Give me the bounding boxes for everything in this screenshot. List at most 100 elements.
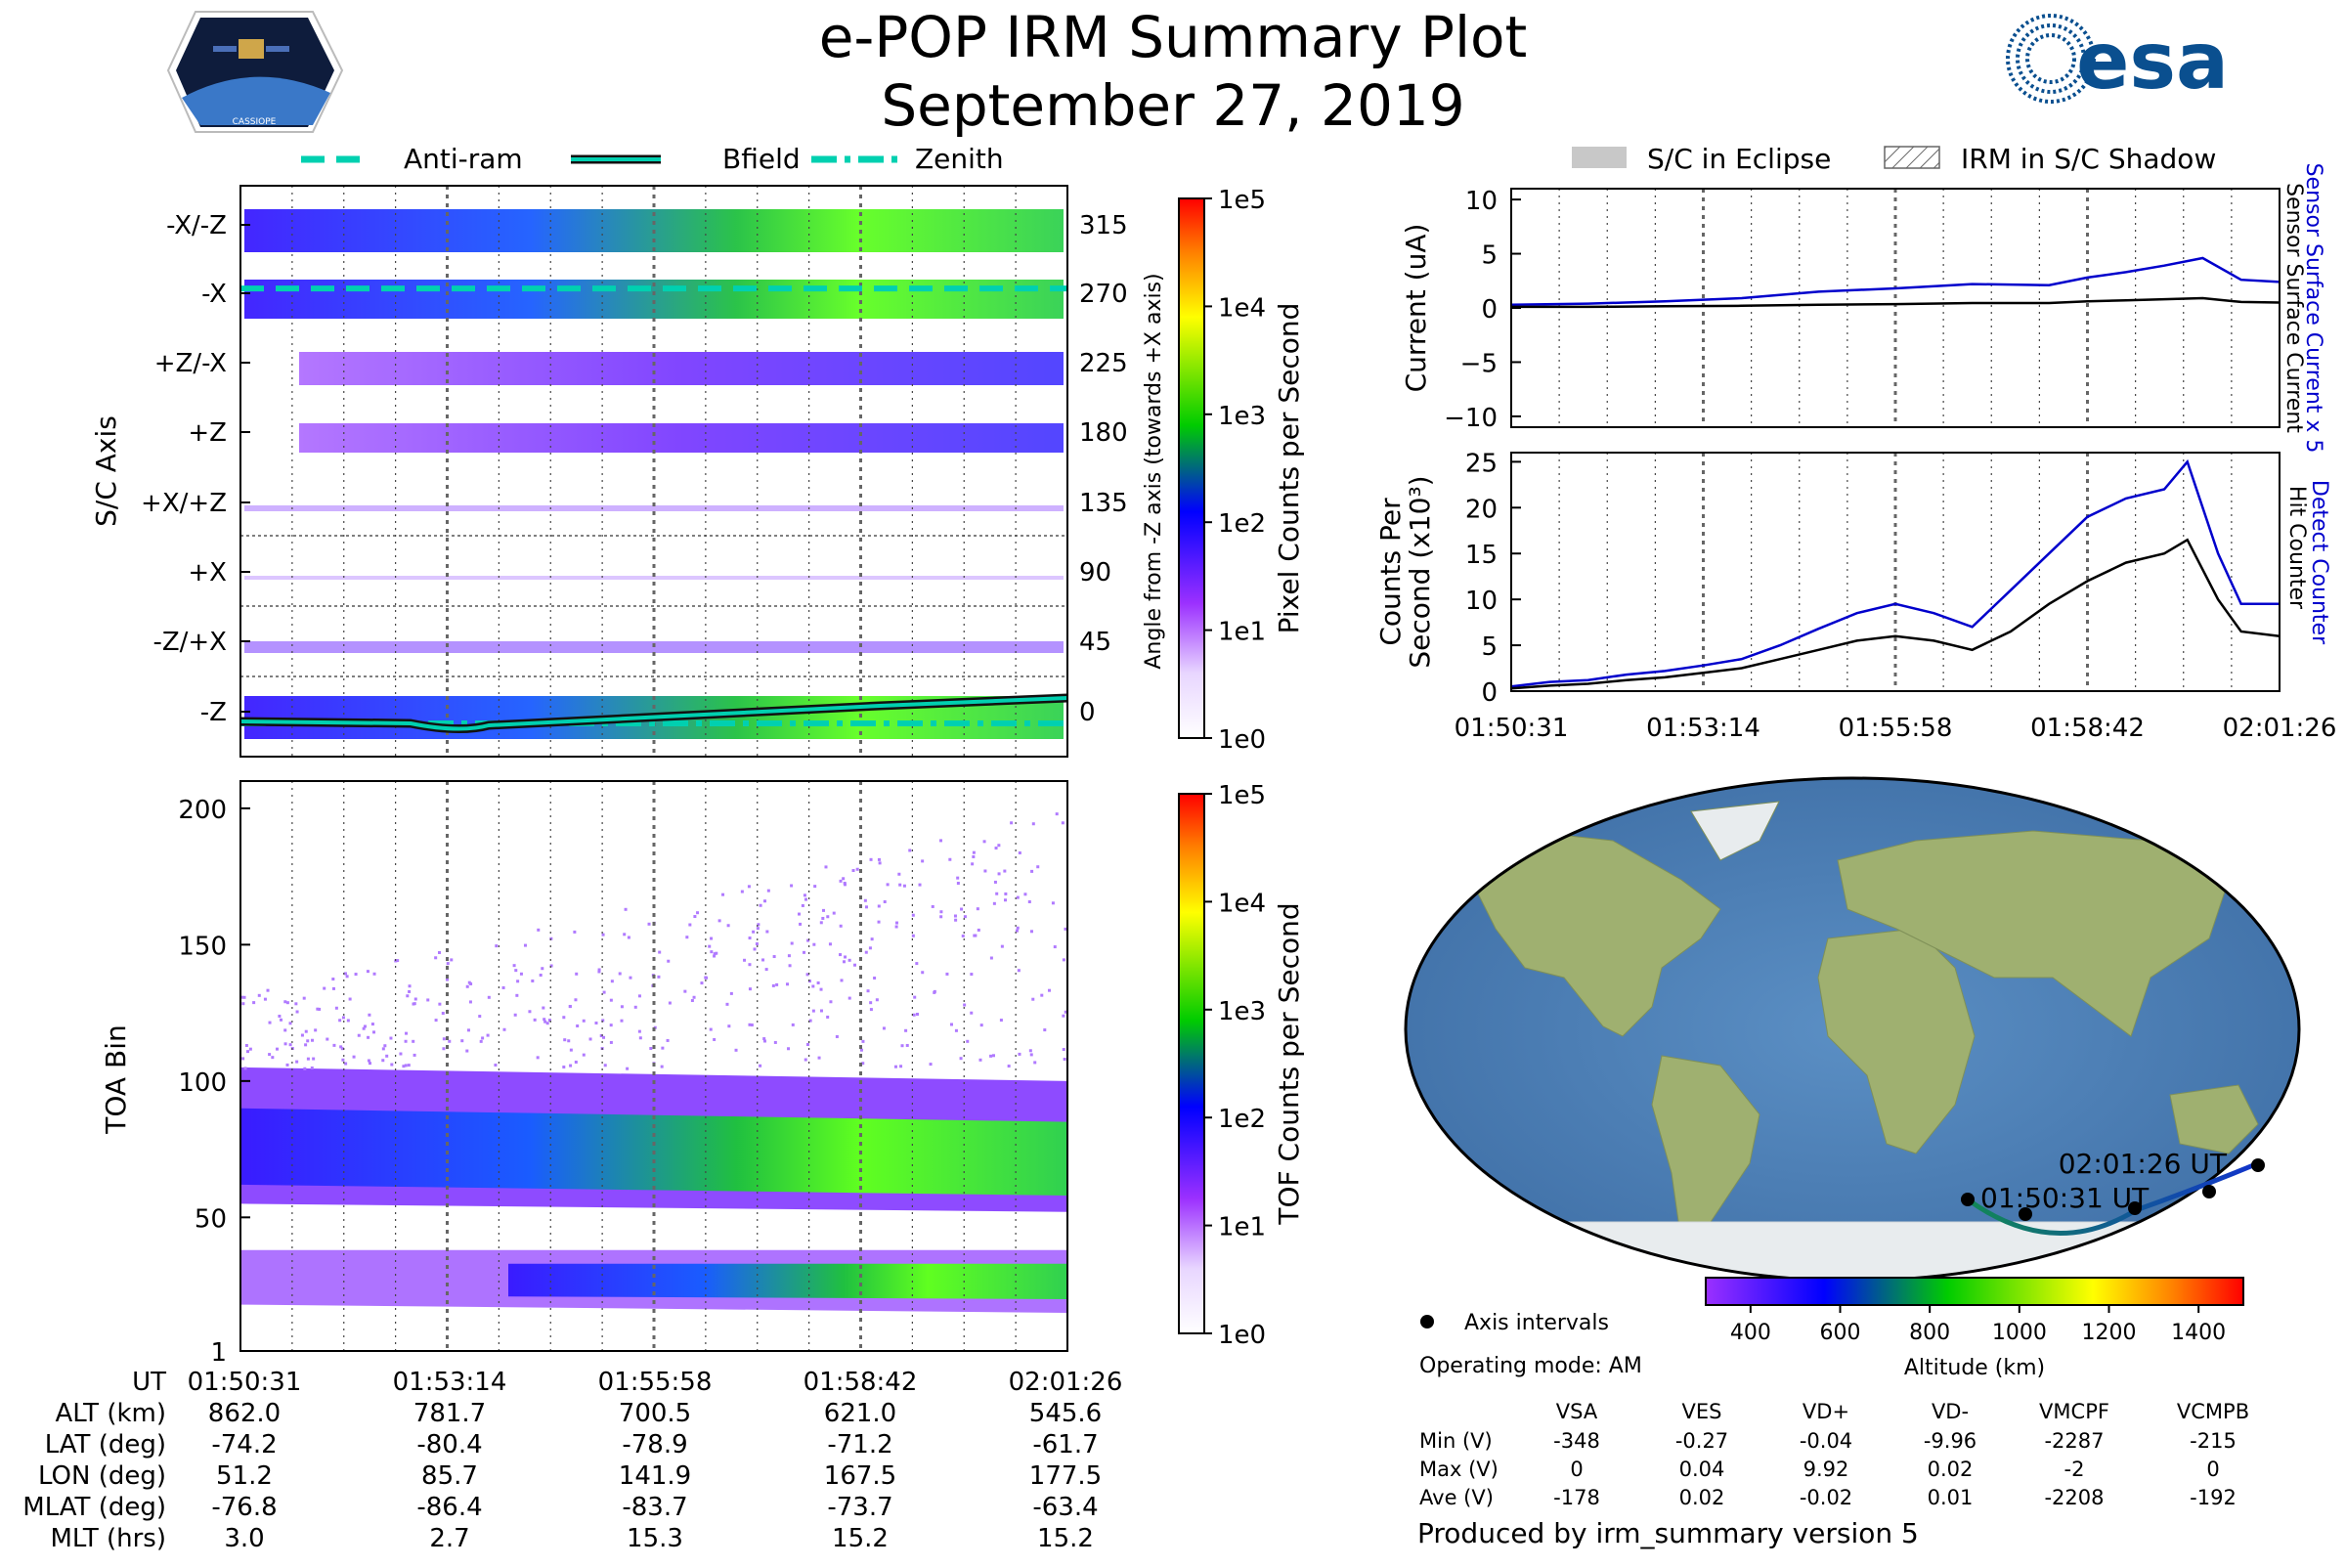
counts-ytick-4: 5 — [1481, 632, 1498, 662]
current-series-0 — [1510, 256, 2281, 306]
toa-speckle — [626, 1067, 630, 1070]
ephemeris-cell: -78.9 — [622, 1430, 687, 1459]
ephemeris-cell: 700.5 — [619, 1399, 691, 1428]
toa-speckle — [915, 1012, 919, 1016]
toa-speckle — [806, 938, 810, 942]
toa-speckle — [1036, 865, 1040, 869]
toa-speckle — [588, 1037, 592, 1041]
toa-speckle — [759, 903, 762, 907]
toa-speckle — [989, 1054, 993, 1058]
legend-label-shadow: IRM in S/C Shadow — [1961, 143, 2216, 175]
legend-swatch-eclipse — [1572, 147, 1627, 168]
track-interval-point-3 — [2202, 1185, 2216, 1198]
toa-speckle — [875, 998, 879, 1002]
ephemeris-cell: 141.9 — [619, 1461, 691, 1491]
toa-speckle — [877, 920, 881, 924]
toa-speckle — [787, 1047, 791, 1051]
toa-speckle — [804, 1058, 807, 1062]
pixel-ytick-right-7: 0 — [1079, 698, 1096, 727]
toa-speckle — [945, 972, 949, 976]
toa-ytick-3: 50 — [195, 1204, 227, 1234]
toa-speckle — [344, 1062, 348, 1066]
toa-speckle — [828, 942, 832, 946]
toa-speckle — [748, 936, 752, 940]
axis-interval-marker-icon — [1420, 1315, 1434, 1328]
ephemeris-row-label-4: MLAT (deg) — [22, 1493, 166, 1522]
toa-speckle — [362, 1026, 366, 1030]
voltage-col-header-2: VD+ — [1803, 1400, 1849, 1423]
toa-speckle — [609, 1024, 613, 1027]
toa-speckle — [658, 950, 662, 954]
toa-speckle — [878, 861, 882, 865]
toa-speckle — [897, 872, 901, 876]
pixel-ytick-left-6: -Z/+X — [152, 628, 227, 657]
operating-mode: Operating mode: AM — [1419, 1354, 1642, 1378]
toa-speckle — [257, 993, 261, 997]
toa-speckle — [961, 934, 965, 937]
toa-speckle — [963, 915, 967, 919]
toa-speckle — [515, 993, 519, 997]
toa-speckle — [512, 964, 516, 968]
toa-speckle — [997, 872, 1001, 876]
toa-speckle — [283, 1028, 287, 1032]
toa-speckle — [306, 1057, 310, 1061]
pixel-cbar-tick-0: 1e5 — [1218, 186, 1266, 215]
toa-speckle — [788, 964, 792, 968]
toa-speckle — [692, 995, 696, 999]
pixel-ylabel-right: Angle from -Z axis (towards +X axis) — [1142, 273, 1166, 669]
ephemeris-cell: 15.2 — [832, 1524, 889, 1553]
toa-ytick-1: 150 — [178, 932, 227, 961]
toa-speckle — [478, 1015, 482, 1019]
toa-speckle — [933, 989, 936, 993]
voltage-cell: 9.92 — [1803, 1458, 1849, 1481]
toa-ytick-0: 200 — [178, 796, 227, 825]
toa-speckle — [383, 1044, 387, 1048]
toa-speckle — [1061, 821, 1064, 825]
toa-speckle — [709, 1027, 713, 1031]
toa-speckle — [861, 1062, 865, 1066]
toa-speckle — [408, 989, 412, 993]
toa-speckle — [883, 899, 887, 903]
toa-speckle — [513, 1013, 517, 1017]
toa-speckle — [977, 928, 980, 932]
toa-speckle — [1047, 988, 1051, 992]
track-label-end: 02:01:26 UT — [2059, 1148, 2228, 1180]
toa-speckle — [279, 1018, 282, 1022]
toa-speckle — [921, 971, 925, 975]
voltage-col-header-3: VD- — [1932, 1400, 1969, 1423]
toa-speckle — [1016, 895, 1020, 899]
toa-speckle — [283, 1000, 287, 1004]
toa-speckle — [755, 942, 759, 946]
toa-speckle — [314, 1028, 318, 1032]
toa-speckle — [900, 1044, 904, 1048]
toa-speckle — [918, 883, 922, 887]
voltage-cell: -192 — [2190, 1486, 2237, 1509]
counts-xtick-0: 01:50:31 — [1455, 714, 1569, 743]
toa-speckle — [567, 1039, 571, 1043]
toa-speckle — [812, 942, 816, 946]
toa-speckle — [1010, 821, 1014, 825]
ephemeris-row-label-3: LON (deg) — [38, 1461, 166, 1491]
toa-speckle — [1051, 901, 1055, 905]
toa-speckle — [523, 943, 527, 947]
toa-speckle — [824, 865, 828, 869]
toa-speckle — [939, 910, 943, 914]
toa-speckle — [1062, 1048, 1065, 1052]
mission-patch: CASSIOPE — [166, 11, 344, 133]
ephemeris-cell: -71.2 — [827, 1430, 892, 1459]
toa-speckle — [563, 1038, 567, 1042]
legend-swatch-shadow — [1884, 146, 1940, 169]
toa-cbar-tick-4: 1e1 — [1218, 1213, 1266, 1242]
voltage-row-label-2: Ave (V) — [1419, 1486, 1494, 1509]
toa-speckle — [603, 1064, 607, 1067]
toa-speckle — [963, 1003, 967, 1007]
toa-speckle — [306, 1039, 310, 1043]
esa-logo-text: esa — [2076, 16, 2229, 107]
current-ytick-3: −5 — [1460, 349, 1498, 378]
toa-speckle — [785, 982, 789, 986]
toa-speckle — [623, 933, 627, 936]
toa-speckle — [316, 1007, 320, 1011]
current-ytick-4: −10 — [1444, 404, 1498, 433]
toa-speckle — [495, 944, 499, 948]
toa-speckle — [366, 970, 369, 974]
